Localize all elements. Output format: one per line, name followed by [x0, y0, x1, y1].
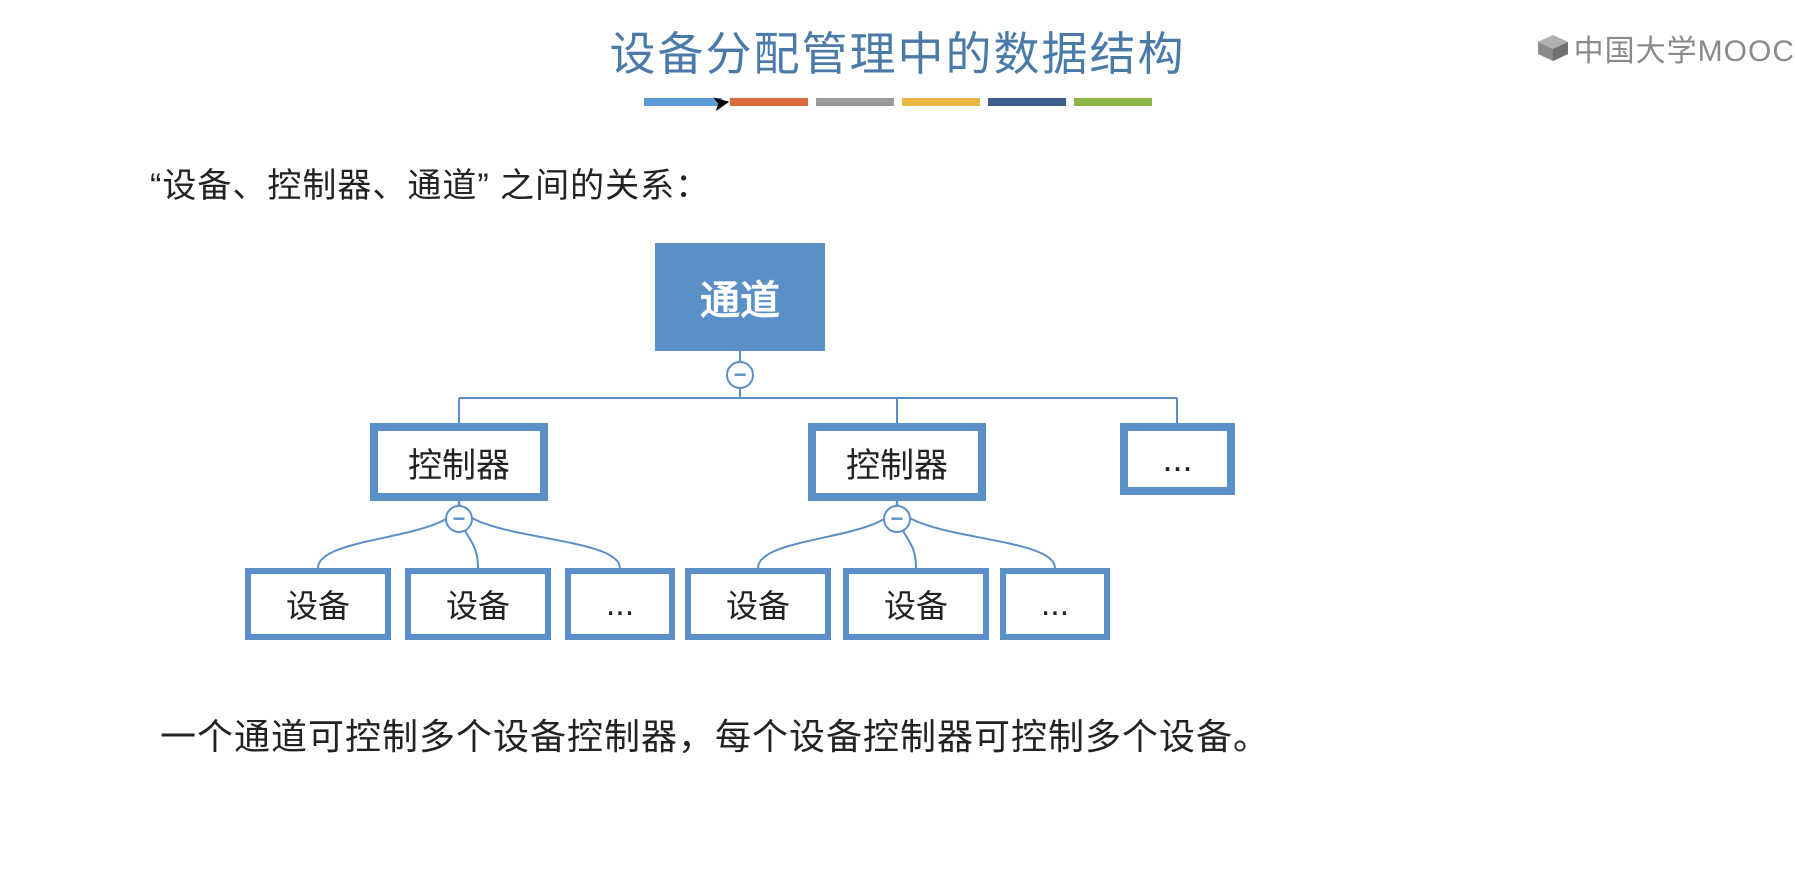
underline-seg-1: [730, 98, 808, 106]
collapse-icon: −: [445, 505, 473, 533]
page-title: 设备分配管理中的数据结构: [0, 18, 1795, 84]
underline-seg-0: [644, 98, 722, 106]
tree-node: ...: [1000, 568, 1110, 640]
underline-seg-3: [902, 98, 980, 106]
collapse-icon: −: [883, 505, 911, 533]
tree-node: 设备: [685, 568, 831, 640]
subtitle: “设备、控制器、通道” 之间的关系：: [150, 158, 710, 207]
underline-seg-4: [988, 98, 1066, 106]
underline-seg-2: [816, 98, 894, 106]
tree-diagram: 通道控制器控制器...设备设备...设备设备...−−−: [0, 243, 1795, 663]
tree-node: 设备: [245, 568, 391, 640]
tree-node: ...: [1120, 423, 1235, 495]
cursor-icon: ➤: [710, 89, 733, 118]
tree-node: 设备: [843, 568, 989, 640]
watermark: 中国大学MOOC: [1538, 26, 1795, 70]
watermark-text: 中国大学MOOC: [1574, 26, 1795, 70]
tree-root-node: 通道: [655, 243, 825, 351]
underline-seg-5: [1074, 98, 1152, 106]
footer-text: 一个通道可控制多个设备控制器，每个设备控制器可控制多个设备。: [160, 708, 1270, 760]
tree-node: 设备: [405, 568, 551, 640]
title-underline: [0, 98, 1795, 106]
collapse-icon: −: [726, 361, 754, 389]
cube-icon: [1538, 35, 1568, 61]
tree-node: 控制器: [370, 423, 548, 501]
tree-node: 控制器: [808, 423, 986, 501]
tree-node: ...: [565, 568, 675, 640]
